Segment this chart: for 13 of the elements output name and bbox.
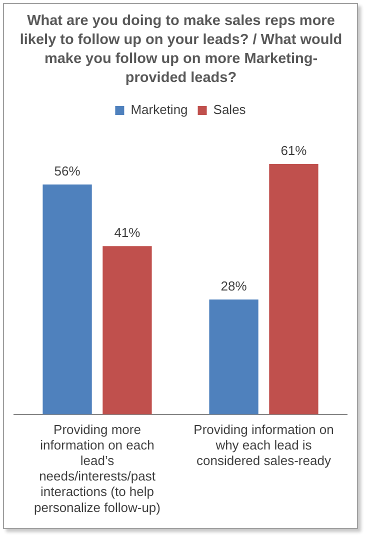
bar	[42, 184, 92, 414]
x-tick-label: Providing information on why each lead is considered sales-ready	[194, 422, 334, 468]
legend-label: Sales	[213, 102, 246, 118]
legend-label: Marketing	[130, 102, 188, 118]
bar	[269, 164, 318, 414]
data-label: 28%	[220, 278, 248, 294]
bar	[102, 246, 152, 414]
bar	[209, 299, 258, 414]
data-label: 61%	[280, 143, 308, 158]
x-tick-label: Providing more information on each lead’s needs/interests/past interactions (to help personalize follow-up)	[34, 422, 160, 515]
data-label: 56%	[54, 164, 81, 179]
chart-title: What are you doing to make sales reps more likely to follow up on your leads? / What would make you follow up on more Marketing-provided leads?	[18, 12, 344, 88]
data-label: 41%	[114, 225, 141, 240]
